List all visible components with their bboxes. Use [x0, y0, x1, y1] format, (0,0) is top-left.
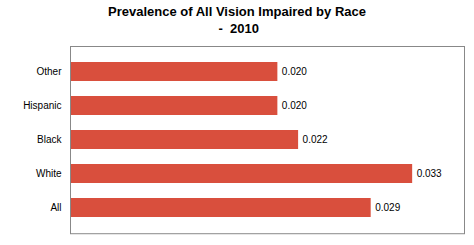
svg-text:Black: Black	[37, 134, 62, 145]
svg-text:All: All	[50, 202, 61, 213]
svg-text:White: White	[36, 168, 62, 179]
svg-text:0.020: 0.020	[282, 100, 307, 111]
svg-text:Hispanic: Hispanic	[23, 100, 61, 111]
html-text:Prevalence of All Vision Impai: Prevalence of All Vision Impaired by Rac…	[108, 4, 366, 36]
svg-text:Other: Other	[36, 66, 62, 77]
svg-text:0.020: 0.020	[282, 66, 307, 77]
svg-text:0.022: 0.022	[303, 134, 328, 145]
svg-text:0.029: 0.029	[375, 202, 400, 213]
svg-text:0.033: 0.033	[417, 168, 442, 179]
